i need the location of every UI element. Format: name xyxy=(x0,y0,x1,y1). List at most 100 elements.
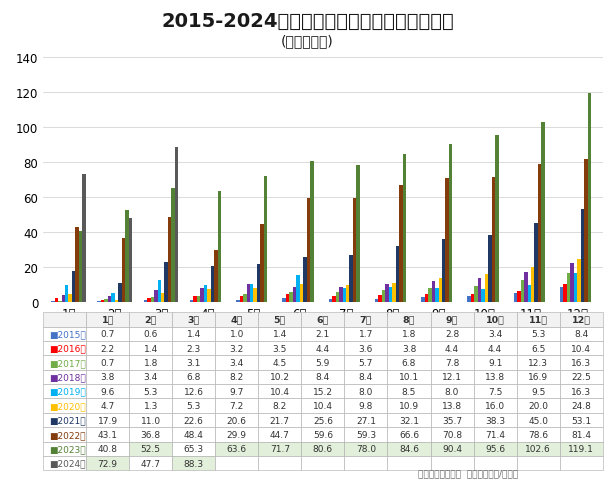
Bar xyxy=(164,263,168,302)
Bar xyxy=(442,240,445,302)
Bar xyxy=(240,296,243,302)
Bar xyxy=(378,296,382,302)
Bar xyxy=(204,286,207,302)
Bar xyxy=(257,264,260,302)
Bar xyxy=(154,290,157,302)
Bar xyxy=(403,155,406,302)
Bar xyxy=(214,250,218,302)
Bar xyxy=(482,289,485,302)
Bar xyxy=(200,288,204,302)
Bar xyxy=(207,290,211,302)
Bar xyxy=(125,211,129,302)
Bar xyxy=(428,289,432,302)
Bar xyxy=(424,295,428,302)
Bar xyxy=(563,284,567,302)
Bar xyxy=(129,219,132,302)
Bar xyxy=(62,296,65,302)
Bar xyxy=(346,285,349,302)
Bar xyxy=(517,291,521,302)
Bar xyxy=(485,275,488,302)
Bar xyxy=(303,258,307,302)
Bar xyxy=(236,300,240,302)
Bar xyxy=(260,224,264,302)
Bar xyxy=(574,274,577,302)
Bar xyxy=(253,288,257,302)
Text: (单位：万辆): (单位：万辆) xyxy=(281,35,334,48)
Bar xyxy=(190,300,193,302)
Bar xyxy=(534,224,538,302)
Bar xyxy=(108,297,111,302)
Bar xyxy=(115,300,118,302)
Bar xyxy=(289,292,293,302)
Bar xyxy=(300,284,303,302)
Bar xyxy=(570,263,574,302)
Text: 数据来源：中汽协  制表：电池网/数据部: 数据来源：中汽协 制表：电池网/数据部 xyxy=(418,468,518,478)
Bar xyxy=(76,227,79,302)
Bar xyxy=(389,288,392,302)
Bar xyxy=(474,287,478,302)
Bar xyxy=(101,300,105,302)
Bar xyxy=(386,285,389,302)
Bar xyxy=(421,298,424,302)
Bar xyxy=(445,179,449,302)
Bar xyxy=(467,297,471,302)
Bar xyxy=(286,295,289,302)
Bar xyxy=(435,288,438,302)
Bar xyxy=(332,296,336,302)
Bar xyxy=(375,299,378,302)
Bar xyxy=(264,177,268,302)
Bar xyxy=(392,283,395,302)
Bar xyxy=(58,301,62,302)
Bar xyxy=(541,123,545,302)
Bar xyxy=(577,259,581,302)
Bar xyxy=(528,286,531,302)
Bar xyxy=(282,299,286,302)
Bar xyxy=(211,266,214,302)
Bar xyxy=(197,297,200,302)
Bar xyxy=(310,161,314,302)
Bar xyxy=(581,210,584,302)
Bar xyxy=(122,238,125,302)
Bar xyxy=(449,144,453,302)
Bar xyxy=(157,280,161,302)
Bar xyxy=(79,231,82,302)
Bar xyxy=(349,255,353,302)
Bar xyxy=(382,290,386,302)
Bar xyxy=(492,178,495,302)
Bar xyxy=(247,285,250,302)
Bar xyxy=(488,235,492,302)
Bar xyxy=(353,199,357,302)
Bar xyxy=(68,294,72,302)
Bar xyxy=(531,267,534,302)
Bar xyxy=(118,283,122,302)
Bar xyxy=(357,166,360,302)
Bar xyxy=(65,286,68,302)
Bar xyxy=(243,295,247,302)
Bar xyxy=(339,288,343,302)
Bar xyxy=(111,293,115,302)
Bar xyxy=(343,288,346,302)
Bar xyxy=(55,299,58,302)
Bar xyxy=(560,288,563,302)
Bar xyxy=(293,288,296,302)
Bar xyxy=(524,273,528,302)
Bar xyxy=(495,135,499,302)
Text: 2015-2024年我国新能源汽车月度销量趋势图: 2015-2024年我国新能源汽车月度销量趋势图 xyxy=(161,12,454,31)
Bar xyxy=(399,186,403,302)
Bar xyxy=(147,299,151,302)
Bar xyxy=(172,188,175,302)
Bar xyxy=(72,271,76,302)
Bar xyxy=(144,300,147,302)
Bar xyxy=(588,94,591,302)
Bar xyxy=(168,218,172,302)
Bar xyxy=(97,301,101,302)
Bar xyxy=(584,160,588,302)
Bar xyxy=(105,299,108,302)
Bar xyxy=(567,274,570,302)
Bar xyxy=(538,165,541,302)
Bar xyxy=(175,148,178,302)
Bar xyxy=(471,295,474,302)
Bar xyxy=(296,276,300,302)
Bar xyxy=(336,292,339,302)
Bar xyxy=(193,297,197,302)
